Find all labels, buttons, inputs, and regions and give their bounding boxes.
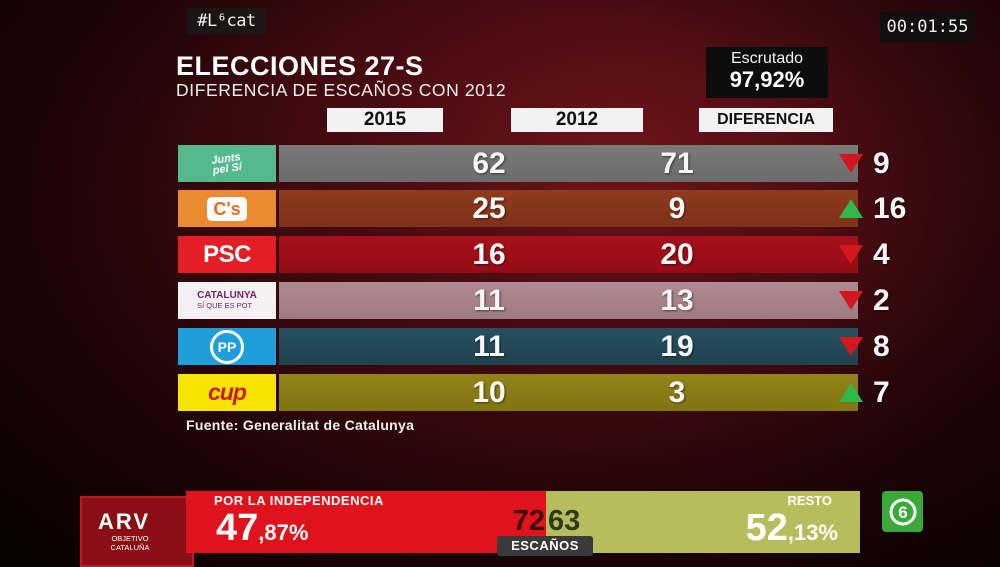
seats-2015: 16 bbox=[472, 238, 506, 271]
arv-program-logo: ARV OBJETIVO CATALUÑA bbox=[80, 496, 194, 567]
jxs-logo-line2: pel Sí bbox=[212, 160, 244, 177]
independence-percentage: 47,87% bbox=[216, 507, 308, 550]
catsi-logo-line1: CATALUNYA bbox=[197, 289, 257, 301]
difference-value: 7 bbox=[873, 376, 890, 409]
scrutiny-box: Escrutado 97,92% bbox=[706, 47, 828, 98]
column-header-difference: DIFERENCIA bbox=[699, 108, 833, 132]
arrow-up-icon bbox=[839, 199, 863, 218]
party-bar: 25 9 16 bbox=[279, 190, 906, 227]
difference-value: 4 bbox=[873, 238, 890, 271]
difference-value: 2 bbox=[873, 284, 890, 317]
cup-logo-text: cup bbox=[208, 379, 247, 405]
seats-2015: 25 bbox=[472, 192, 506, 225]
party-row-junts-pel-si: Junts pel Sí 62 71 9 bbox=[178, 145, 890, 182]
seat-difference: 4 bbox=[839, 236, 949, 273]
junts-pel-si-logo: Junts pel Sí bbox=[178, 145, 276, 182]
data-source: Fuente: Generalitat de Catalunya bbox=[186, 417, 415, 433]
party-row-psc: PSC 16 20 4 bbox=[178, 236, 890, 273]
party-bar: 11 13 2 bbox=[279, 282, 890, 319]
seat-difference: 16 bbox=[839, 190, 949, 227]
catsi-logo-line2: SÍ QUE ES POT bbox=[197, 300, 253, 310]
catalunya-si-que-es-pot-logo: CATALUNYA SÍ QUE ES POT bbox=[178, 282, 276, 319]
seat-difference: 8 bbox=[839, 328, 949, 365]
independence-pct-decimal: ,87% bbox=[258, 520, 309, 545]
column-header-2015: 2015 bbox=[327, 108, 443, 132]
cs-logo-text: C's bbox=[207, 196, 247, 221]
psc-logo-text: PSC bbox=[203, 240, 251, 268]
cs-logo: C's bbox=[178, 190, 276, 227]
party-bar: 10 3 7 bbox=[279, 374, 890, 411]
difference-value: 16 bbox=[873, 192, 907, 225]
independence-label: POR LA INDEPENDENCIA bbox=[214, 493, 384, 508]
seat-difference: 9 bbox=[839, 145, 949, 182]
party-row-catalunya-si-que-es-pot: CATALUNYA SÍ QUE ES POT 11 13 2 bbox=[178, 282, 890, 319]
difference-value: 9 bbox=[873, 147, 890, 180]
party-bar: 16 20 4 bbox=[279, 236, 890, 273]
arrow-down-icon bbox=[839, 154, 863, 173]
independence-seats: 72 bbox=[512, 505, 545, 537]
independence-bar: POR LA INDEPENDENCIA 47,87% bbox=[186, 491, 546, 553]
seats-2012: 19 bbox=[660, 330, 694, 363]
arv-logo-subtitle: OBJETIVO CATALUÑA bbox=[110, 534, 150, 552]
rest-percentage: 52,13% bbox=[746, 507, 838, 550]
channel-logo-icon: 6 bbox=[882, 491, 923, 532]
seats-2015: 11 bbox=[473, 284, 505, 317]
scrutiny-label: Escrutado bbox=[730, 50, 804, 67]
rest-pct-decimal: ,13% bbox=[787, 520, 838, 545]
seats-2015: 11 bbox=[473, 330, 505, 363]
arrow-down-icon bbox=[839, 245, 863, 264]
seats-2012: 71 bbox=[660, 147, 694, 180]
arrow-down-icon bbox=[839, 337, 863, 356]
seats-2012: 9 bbox=[668, 192, 686, 225]
rest-label: RESTO bbox=[787, 493, 832, 508]
seats-2012: 3 bbox=[668, 376, 686, 409]
seats-2012: 13 bbox=[660, 284, 694, 317]
party-row-cup: cup 10 3 7 bbox=[178, 374, 890, 411]
seats-2015: 62 bbox=[472, 147, 506, 180]
seats-label: ESCAÑOS bbox=[497, 536, 593, 556]
la6-logo-icon: 6 bbox=[889, 498, 916, 525]
scrutiny-value: 97,92% bbox=[729, 67, 805, 92]
pp-logo: PP bbox=[178, 328, 276, 365]
party-row-cs: C's 25 9 16 bbox=[178, 190, 906, 227]
column-header-2012: 2012 bbox=[511, 108, 643, 132]
hashtag-badge: #L⁶cat bbox=[187, 8, 266, 34]
pp-logo-text: PP bbox=[210, 329, 244, 364]
difference-value: 8 bbox=[873, 330, 890, 363]
page-subtitle: DIFERENCIA DE ESCAÑOS CON 2012 bbox=[176, 80, 507, 100]
channel-logo-text: 6 bbox=[898, 503, 907, 522]
arrow-down-icon bbox=[839, 291, 863, 310]
seat-difference: 2 bbox=[839, 282, 949, 319]
rest-seats: 63 bbox=[548, 505, 581, 537]
party-bar: 11 19 8 bbox=[279, 328, 890, 365]
arv-logo-text: ARV bbox=[98, 509, 151, 534]
seats-2015: 10 bbox=[472, 376, 506, 409]
page-title: ELECCIONES 27-S bbox=[176, 51, 424, 81]
seats-2012: 20 bbox=[660, 238, 694, 271]
rest-pct-integer: 52 bbox=[745, 507, 788, 549]
seat-difference: 7 bbox=[839, 374, 949, 411]
rest-bar: RESTO 52,13% bbox=[546, 491, 860, 553]
independence-pct-integer: 47 bbox=[216, 507, 259, 549]
cup-logo: cup bbox=[178, 374, 276, 411]
arrow-up-icon bbox=[839, 383, 863, 402]
broadcast-timer: 00:01:55 bbox=[880, 12, 975, 42]
party-bar: 62 71 9 bbox=[279, 145, 890, 182]
psc-logo: PSC bbox=[178, 236, 276, 273]
party-row-pp: PP 11 19 8 bbox=[178, 328, 890, 365]
